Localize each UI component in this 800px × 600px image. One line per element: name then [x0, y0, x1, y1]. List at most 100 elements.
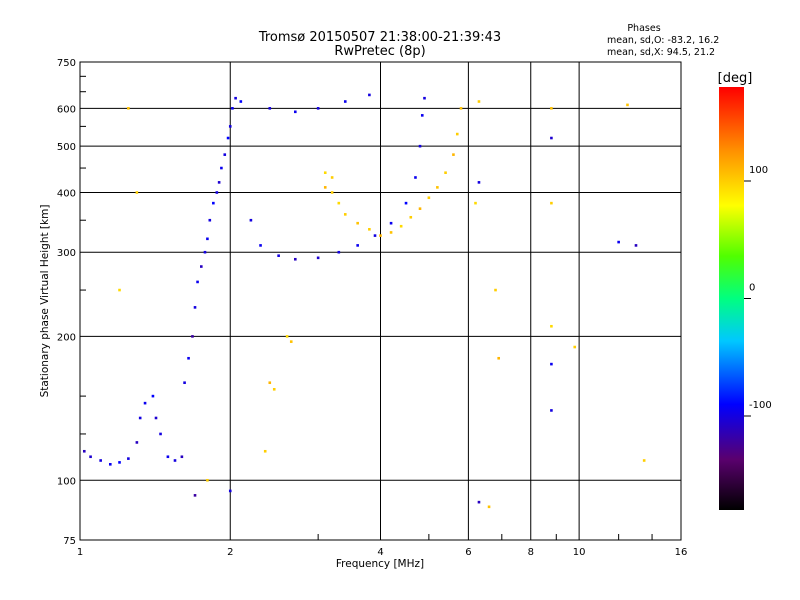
data-point [414, 176, 417, 179]
data-point [404, 201, 408, 205]
colorbar-tick-label: 100 [749, 165, 768, 176]
data-point [427, 196, 431, 200]
data-point [330, 176, 334, 179]
data-point [226, 136, 230, 140]
data-point [399, 224, 403, 228]
data-point [323, 171, 327, 175]
data-point [206, 478, 209, 482]
data-point [343, 213, 347, 216]
data-point [215, 191, 219, 194]
data-point [99, 459, 102, 462]
data-point [409, 215, 413, 219]
data-point [550, 136, 553, 140]
data-point [642, 459, 646, 462]
data-point [249, 218, 253, 222]
data-point [108, 463, 112, 466]
data-point [206, 237, 209, 241]
data-point [420, 114, 424, 117]
data-point [173, 459, 177, 462]
x-axis-ticks: 1 2 4 6 8 10 16 [77, 534, 687, 558]
data-point [573, 345, 577, 349]
data-point [477, 181, 481, 184]
data-point [285, 335, 289, 338]
colorbar-ticks: 100 0 -100 [744, 165, 772, 417]
colorbar [719, 87, 744, 510]
data-point [193, 306, 197, 309]
data-point [200, 265, 203, 268]
data-point [477, 500, 481, 504]
data-point [154, 416, 158, 420]
data-point [127, 457, 130, 460]
data-point [223, 153, 227, 156]
data-point [231, 107, 234, 110]
plot-frame [79, 61, 682, 541]
data-point [626, 103, 629, 107]
data-point [203, 250, 207, 254]
data-point [634, 244, 638, 247]
data-point [127, 107, 130, 110]
data-point [550, 409, 553, 412]
data-point [187, 356, 190, 360]
data-point [159, 432, 162, 436]
data-points [82, 93, 646, 509]
chart-title: Tromsø 20150507 21:38:00-21:39:43 [258, 30, 501, 45]
x-tick-label: 4 [377, 547, 383, 558]
data-point [487, 505, 491, 509]
x-axis-label: Frequency [MHz] [336, 558, 424, 570]
y-tick-label: 300 [57, 248, 76, 259]
data-point [263, 449, 267, 453]
data-point [135, 191, 139, 194]
data-point [89, 455, 92, 459]
y-axis-ticks: 75 100 200 300 400 500 600 750 [57, 58, 86, 547]
data-point [143, 401, 147, 405]
data-point [180, 455, 184, 459]
data-point [268, 381, 272, 385]
y-axis-label: Stationary phase Virtual Height [km] [39, 205, 51, 398]
data-point [289, 340, 293, 343]
data-point [193, 494, 197, 497]
y-tick-label: 400 [57, 188, 76, 199]
data-point [220, 166, 223, 170]
data-point [118, 461, 121, 464]
stats-x-line: mean, sd,X: 94.5, 21.2 [607, 47, 715, 58]
data-point [208, 218, 212, 222]
chart-subtitle: RwPretec (8p) [334, 44, 425, 59]
data-point [316, 256, 320, 260]
data-point [379, 234, 382, 237]
data-point [550, 201, 553, 205]
data-point [455, 132, 459, 136]
stats-o-line: mean, sd,O: -83.2, 16.2 [607, 35, 719, 46]
data-point [368, 228, 371, 231]
data-point [474, 201, 477, 205]
data-point [389, 221, 393, 225]
data-point [239, 100, 243, 103]
data-point [166, 455, 170, 459]
y-tick-label: 100 [57, 476, 76, 487]
data-point [477, 100, 481, 103]
data-point [550, 107, 553, 110]
data-point [452, 153, 455, 156]
data-point [337, 250, 341, 254]
data-point [196, 280, 199, 284]
data-point [316, 107, 320, 110]
x-tick-label: 8 [528, 547, 534, 558]
data-point [330, 191, 334, 194]
stats-header: Phases [627, 23, 660, 34]
data-point [212, 201, 215, 205]
data-point [459, 107, 463, 110]
data-point [191, 335, 194, 338]
data-point [373, 234, 377, 237]
data-point [550, 362, 553, 366]
data-point [272, 388, 276, 391]
x-tick-label: 6 [465, 547, 471, 558]
data-point [234, 96, 237, 100]
data-point [356, 244, 359, 247]
data-point [294, 257, 297, 261]
data-point [118, 288, 121, 292]
data-point [337, 201, 341, 205]
data-point [436, 186, 439, 189]
y-tick-label: 200 [57, 332, 76, 343]
data-point [550, 324, 553, 328]
data-point [268, 107, 272, 110]
y-tick-label: 75 [63, 536, 76, 547]
